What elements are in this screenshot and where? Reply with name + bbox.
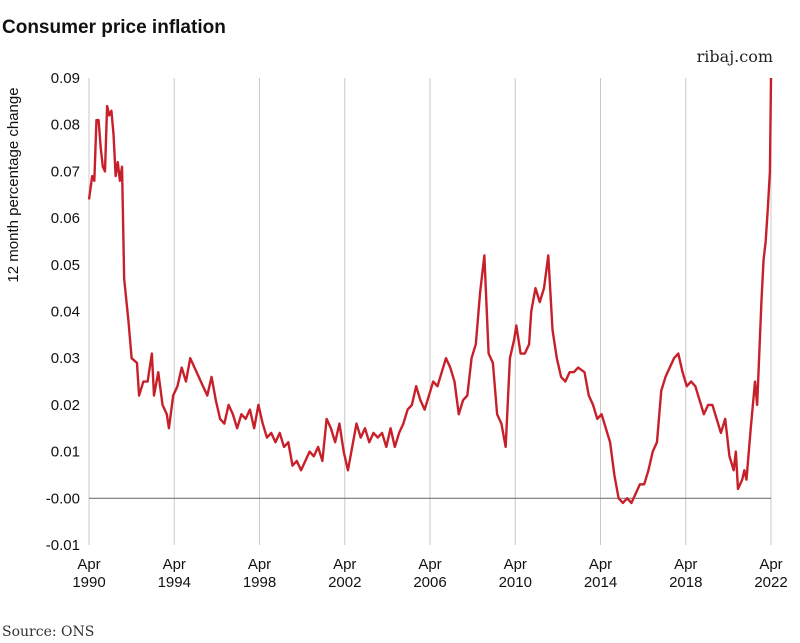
y-tick-label: 0.01 (51, 444, 80, 461)
y-tick-label: -0.00 (46, 490, 80, 507)
source: Source: ONS (2, 624, 94, 640)
y-tick-label: -0.01 (46, 537, 80, 554)
x-tick-label: Apr 1994 (157, 556, 191, 591)
y-tick-label: 0.06 (51, 210, 80, 227)
y-tick-label: 0.08 (51, 117, 80, 134)
x-tick-label: Apr 2018 (669, 556, 703, 591)
y-axis-label: 12 month percentage change (5, 87, 22, 282)
x-tick-label: Apr 2010 (498, 556, 532, 591)
x-tick-label: Apr 2006 (413, 556, 447, 591)
y-tick-label: 0.02 (51, 397, 80, 414)
y-tick-label: 0.07 (51, 163, 80, 180)
y-tick-label: 0.03 (51, 350, 80, 367)
x-tick-label: Apr 1990 (72, 556, 106, 591)
chart-title: Consumer price inflation (2, 17, 226, 38)
x-tick-label: Apr 2022 (754, 556, 788, 591)
x-tick-label: Apr 1998 (242, 556, 277, 591)
y-tick-label: 0.04 (51, 304, 80, 321)
x-tick-label: Apr 2014 (583, 556, 618, 591)
line (87, 77, 773, 505)
y-tick-label: 0.05 (51, 257, 80, 274)
subtitle: ribaj.com (697, 47, 773, 66)
y-tick-label: 0.09 (51, 70, 80, 87)
x-tick-label: Apr 2002 (328, 556, 362, 591)
